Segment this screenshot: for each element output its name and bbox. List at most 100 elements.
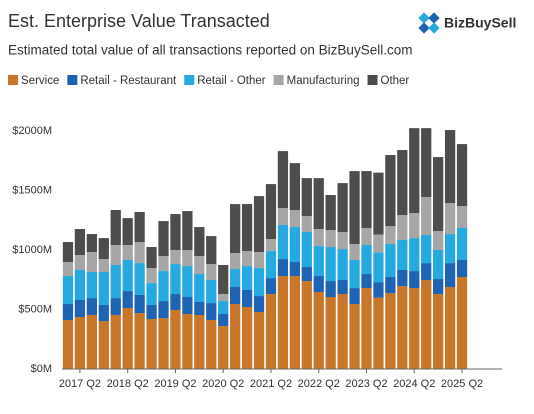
legend-label: Service: [21, 75, 59, 87]
bar-segment: [98, 321, 109, 369]
bar-segment: [241, 251, 253, 267]
x-tick-label: 2018 Q2: [107, 378, 149, 390]
bar-segment: [373, 252, 384, 283]
bar-segment: [444, 203, 456, 235]
bar-segment: [230, 204, 241, 254]
bar-segment: [134, 294, 145, 314]
bar-segment: [170, 250, 181, 265]
bar-segment: [110, 245, 121, 265]
bar-segment: [158, 221, 169, 257]
bar-segment: [373, 172, 384, 235]
bar-segment: [421, 128, 432, 198]
bar-segment: [170, 309, 181, 369]
bar-segment: [456, 259, 468, 278]
bar-segment: [62, 242, 74, 263]
x-tick-label: 2024 Q2: [393, 378, 435, 390]
legend-swatch: [8, 75, 18, 85]
bar-segment: [62, 304, 74, 320]
bar-segment: [265, 294, 277, 369]
bar-segment: [361, 274, 372, 289]
bar-segment: [170, 214, 181, 250]
y-tick-label: $2000M: [12, 125, 52, 137]
bar-segment: [182, 250, 193, 267]
bar-segment: [86, 252, 97, 273]
bar-segment: [325, 195, 336, 231]
bar-segment: [349, 244, 360, 260]
bar-segment: [397, 286, 408, 369]
legend-label: Retail - Restaurant: [80, 75, 177, 87]
bar-segment: [194, 227, 205, 257]
bar-segment: [182, 266, 193, 298]
bar-segment: [86, 314, 97, 369]
x-tick-label: 2025 Q2: [441, 378, 483, 390]
bar-segment: [241, 204, 253, 252]
bar-segment: [277, 276, 289, 369]
bar-segment: [146, 247, 157, 269]
bar-segment: [325, 297, 336, 369]
bar-segment: [277, 225, 289, 260]
bar-segment: [206, 279, 217, 304]
bar-segment: [337, 249, 348, 280]
bar-segment: [289, 276, 300, 369]
bar-segment: [146, 268, 157, 284]
bar-segment: [301, 216, 312, 233]
bar-segment: [301, 281, 312, 369]
bar-segment: [433, 250, 444, 280]
bar-segment: [313, 178, 324, 230]
bar-segment: [385, 244, 396, 278]
bar-segment: [86, 234, 97, 253]
bar-segment: [218, 294, 229, 302]
bar-segment: [325, 281, 336, 298]
bar-segment: [277, 151, 289, 209]
bar-segment: [98, 238, 109, 260]
bar-segment: [253, 311, 265, 369]
bar-segment: [218, 314, 229, 327]
bar-segment: [218, 264, 229, 295]
bar-segment: [146, 283, 157, 305]
bar-segment: [182, 297, 193, 315]
bar-segment: [182, 211, 193, 250]
bar-segment: [74, 254, 86, 270]
bar-segment: [241, 307, 253, 369]
bar-segment: [361, 288, 372, 369]
bar-segment: [194, 256, 205, 275]
bar-segment: [433, 231, 444, 250]
bar-segment: [110, 264, 121, 299]
bar-segment: [397, 240, 408, 270]
bar-segment: [409, 128, 420, 214]
bar-segment: [397, 150, 408, 216]
legend-swatch: [367, 75, 378, 85]
bar-segment: [265, 251, 277, 279]
bar-segment: [134, 242, 145, 264]
y-tick-label: $1000M: [12, 244, 52, 256]
bar-segment: [206, 236, 217, 265]
bar-segment: [361, 227, 372, 246]
legend-swatch: [67, 75, 78, 85]
bar-segment: [349, 259, 360, 289]
bar-segment: [158, 271, 169, 302]
bar-segment: [349, 171, 360, 245]
bar-segment: [253, 252, 265, 269]
bar-segment: [349, 304, 360, 369]
bar-segment: [182, 314, 193, 369]
y-tick-label: $1500M: [12, 184, 52, 196]
bar-segment: [62, 276, 74, 305]
x-tick-label: 2019 Q2: [154, 378, 196, 390]
bar-segment: [337, 232, 348, 250]
bar-segment: [313, 292, 324, 369]
bar-segment: [325, 247, 336, 282]
bar-segment: [409, 213, 420, 239]
bar-segment: [122, 308, 133, 369]
bar-segment: [122, 245, 133, 260]
bar-segment: [74, 269, 86, 300]
bar-segment: [253, 296, 265, 312]
bar-segment: [433, 157, 444, 232]
logo-icon: [418, 12, 440, 34]
bar-segment: [409, 288, 420, 369]
bar-segment: [373, 297, 384, 369]
bar-segment: [361, 171, 372, 228]
bar-segment: [325, 230, 336, 248]
bar-segment: [134, 313, 145, 369]
bar-segment: [433, 294, 444, 369]
